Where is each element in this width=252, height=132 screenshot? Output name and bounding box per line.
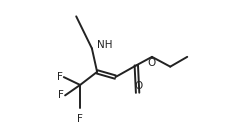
Text: F: F (77, 114, 83, 124)
Text: O: O (134, 81, 142, 91)
Text: F: F (58, 90, 64, 100)
Text: O: O (147, 58, 155, 68)
Text: F: F (56, 72, 62, 82)
Text: NH: NH (97, 40, 112, 50)
